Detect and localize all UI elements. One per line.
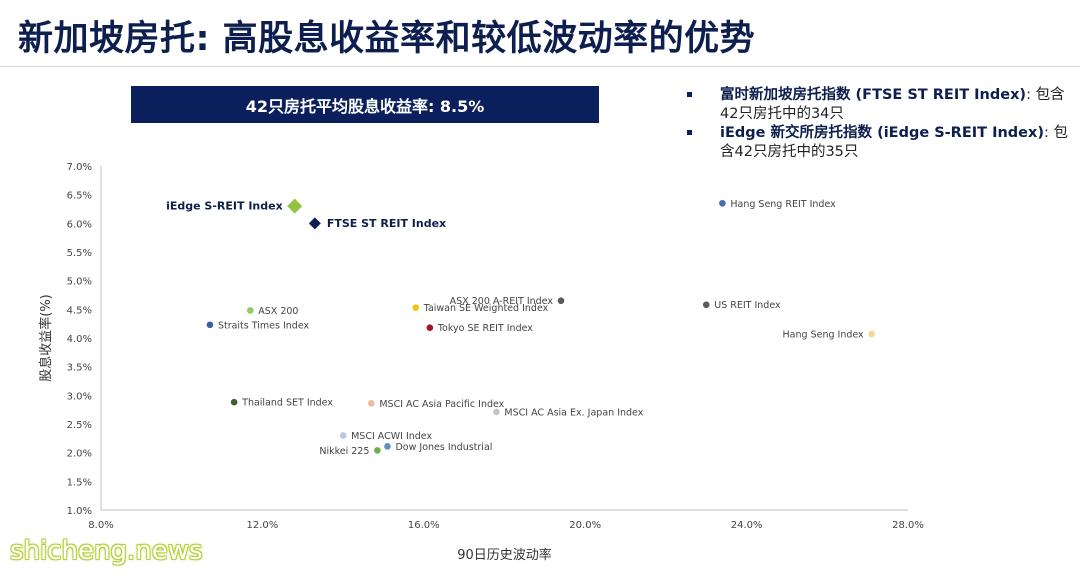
y-tick-label: 3.5% — [67, 363, 92, 374]
y-tick-label: 7.0% — [67, 162, 92, 173]
y-tick-label: 1.5% — [67, 477, 92, 488]
title-divider — [0, 66, 1080, 67]
data-point — [246, 307, 254, 314]
y-tick-label: 6.0% — [67, 219, 92, 230]
watermark: shicheng.news — [10, 536, 203, 566]
point-label: Straits Times Index — [218, 320, 310, 331]
data-point — [339, 432, 347, 439]
note-iedge-text: : 包含42只房托中的35只 — [720, 125, 1068, 160]
y-axis-ticks: 1.0% 1.5% 2.0% 2.5% 3.0% 3.5% 4.0% 4.5% 5.0% 5.5%… — [67, 162, 92, 517]
data-point — [384, 443, 391, 450]
note-ftse-name: 富时新加坡房托指数 (FTSE ST REIT Index) — [720, 87, 1027, 103]
point-label: Tokyo SE REIT Index — [437, 323, 533, 334]
scatter-chart: 1.0% 1.5% 2.0% 2.5% 3.0% 3.5% 4.0% 4.5% 5.0% 5.5%… — [38, 162, 924, 563]
y-tick-label: 4.5% — [67, 305, 92, 316]
page-title: 新加坡房托: 高股息收益率和较低波动率的优势 — [18, 19, 756, 59]
square-bullet-icon — [687, 92, 692, 97]
x-axis-label: 90日历史波动率 — [457, 547, 552, 563]
y-tick-label: 5.5% — [67, 248, 92, 259]
point-label: Dow Jones Industrial — [395, 442, 492, 453]
point-label: US REIT Index — [714, 300, 781, 311]
x-tick-label: 24.0% — [731, 520, 763, 531]
note-ftse: 富时新加坡房托指数 (FTSE ST REIT Index): 包含42只房托中… — [686, 86, 1071, 124]
point-label: MSCI AC Asia Pacific Index — [379, 399, 504, 410]
average-yield-banner: 42只房托平均股息收益率: 8.5% — [131, 86, 599, 123]
note-iedge: iEdge 新交所房托指数 (iEdge S-REIT Index): 包含42… — [686, 124, 1071, 162]
point-label: MSCI AC Asia Ex. Japan Index — [504, 407, 643, 418]
point-label: Thailand SET Index — [241, 398, 333, 409]
data-point — [308, 217, 321, 230]
note-ftse-text: : 包含42只房托中的34只 — [720, 87, 1065, 122]
point-label: ASX 200 — [258, 306, 298, 317]
x-axis-ticks: 8.0% 12.0% 16.0% 20.0% 24.0% 28.0% — [88, 520, 924, 531]
y-tick-label: 5.0% — [67, 277, 92, 288]
data-point — [287, 198, 303, 214]
y-tick-label: 1.0% — [67, 506, 92, 517]
point-label: Hang Seng Index — [783, 329, 865, 340]
y-axis-label: 股息收益率(%) — [38, 294, 54, 382]
y-tick-label: 3.0% — [67, 391, 92, 402]
y-tick-label: 6.5% — [67, 191, 92, 202]
point-label: Hang Seng REIT Index — [730, 199, 836, 210]
data-point — [868, 330, 875, 338]
index-notes: 富时新加坡房托指数 (FTSE ST REIT Index): 包含42只房托中… — [686, 86, 1071, 162]
x-tick-label: 16.0% — [408, 520, 440, 531]
data-points: iEdge S-REIT Index FTSE ST REIT Index Hang… — [166, 198, 875, 457]
data-point — [368, 400, 375, 407]
chart-axes — [100, 166, 908, 511]
x-tick-label: 28.0% — [892, 520, 924, 531]
y-tick-label: 4.0% — [67, 334, 92, 345]
x-tick-label: 8.0% — [88, 520, 113, 531]
data-point — [412, 304, 420, 311]
x-tick-label: 20.0% — [569, 520, 601, 531]
point-label: Taiwan SE Weighted Index — [423, 303, 549, 314]
data-point — [206, 321, 214, 329]
point-label: Nikkei 225 — [319, 446, 369, 457]
point-label: iEdge S-REIT Index — [166, 200, 283, 213]
data-point — [230, 398, 238, 406]
point-label: FTSE ST REIT Index — [327, 217, 446, 230]
data-point — [719, 199, 726, 207]
data-point — [493, 408, 500, 416]
data-point — [557, 297, 565, 305]
point-label: ASX 200 A-REIT Index — [450, 296, 554, 307]
data-point — [426, 324, 434, 331]
x-tick-label: 12.0% — [247, 520, 279, 531]
data-point — [374, 447, 381, 454]
y-tick-label: 2.0% — [67, 449, 92, 460]
y-tick-label: 2.5% — [67, 420, 92, 431]
note-iedge-name: iEdge 新交所房托指数 (iEdge S-REIT Index) — [720, 125, 1044, 141]
square-bullet-icon — [687, 130, 692, 135]
data-point — [702, 301, 710, 309]
point-label: MSCI ACWI Index — [351, 431, 432, 442]
